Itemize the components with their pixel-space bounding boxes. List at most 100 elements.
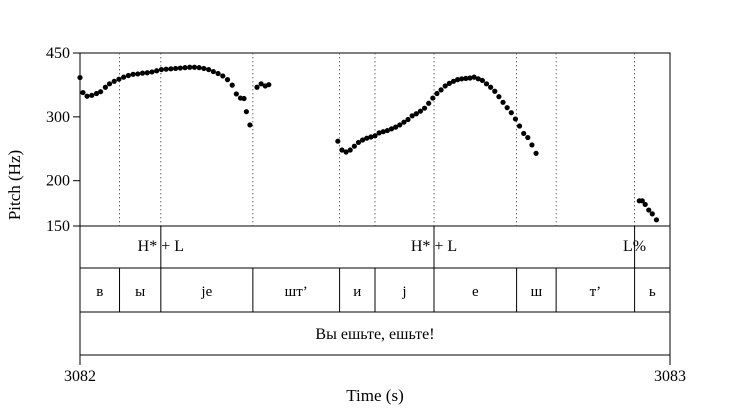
pitch-point [405, 116, 411, 123]
pitch-point [154, 68, 160, 74]
pitch-point [368, 134, 374, 140]
pitch-point [168, 66, 174, 72]
pitch-point [177, 65, 183, 71]
pitch-point [106, 81, 113, 87]
pitch-points [77, 64, 660, 223]
pitch-point [139, 70, 146, 76]
pitch-point [409, 113, 415, 119]
y-tick-label: 150 [46, 218, 70, 235]
pitch-point [351, 143, 357, 149]
pitch-point [355, 139, 362, 146]
pitch-point [512, 116, 519, 122]
pitch-point [158, 66, 165, 73]
pitch-point [426, 100, 432, 106]
pitch-point [471, 74, 477, 80]
segment-label: ь [649, 284, 656, 300]
pitch-point [434, 90, 440, 97]
pitch-point [125, 72, 131, 79]
pitch-point [504, 105, 510, 111]
pitch-point [243, 109, 249, 115]
pitch-point [144, 70, 150, 76]
pitch-point [149, 69, 155, 75]
annotation-tiers: H* + L H* + L L%в ы je шт’ и j е ш т’ ьВы ешьте, еш… [96, 226, 656, 343]
pitch-point [266, 82, 272, 88]
pitch-point [201, 65, 207, 72]
pitch-point [463, 75, 469, 81]
pitch-point [525, 134, 531, 141]
segment-label: ы [135, 284, 145, 300]
pitch-point [479, 77, 485, 84]
pitch-point [642, 201, 648, 208]
segment-label: е [472, 284, 479, 300]
pitch-point [508, 110, 514, 116]
pitch-point [335, 138, 341, 144]
pitch-point [492, 88, 498, 94]
pitch-point [84, 93, 90, 99]
pitch-point [241, 95, 247, 102]
pitch-point [376, 130, 382, 136]
pitch-point [89, 92, 95, 98]
pitch-point [102, 84, 108, 90]
pitch-point [77, 74, 83, 81]
pitch-point [521, 130, 527, 137]
pitch-point [446, 80, 452, 86]
pitch-point [206, 66, 212, 73]
pitch-point [483, 81, 490, 87]
pitch-point [163, 66, 169, 72]
pitch-point [130, 71, 136, 77]
pitch-point [229, 82, 235, 88]
pitch-point [111, 78, 117, 84]
pitch-point [467, 75, 473, 81]
pitch-point [220, 73, 226, 79]
pitch-point [533, 150, 539, 156]
y-axis-ticks: 450 300 200 150 [46, 45, 80, 235]
segment-label: т’ [590, 284, 602, 300]
segment-label: ш [531, 284, 543, 300]
y-tick-label: 200 [46, 173, 70, 190]
pitch-point [254, 84, 260, 90]
pitch-point [80, 89, 86, 96]
boundary-lines [119, 53, 635, 226]
segment-label: шт’ [285, 284, 308, 300]
pitch-point [401, 119, 407, 125]
pitch-point [388, 126, 395, 132]
pitch-point [516, 123, 523, 129]
pitch-point [98, 89, 104, 95]
pitch-point [210, 68, 216, 75]
pitch-point [455, 77, 461, 83]
pitch-point [172, 65, 179, 72]
x-start-label: 3082 [64, 368, 96, 385]
pitch-point [639, 198, 645, 204]
pitch-point [215, 70, 221, 77]
pitch-point [372, 133, 378, 139]
x-axis-title: Time (s) [346, 386, 403, 405]
pitch-point [442, 83, 448, 89]
y-axis-title: Pitch (Hz) [5, 150, 24, 220]
pitch-point [529, 142, 535, 148]
pitch-point [488, 84, 494, 90]
pitch-point [384, 127, 390, 134]
pitch-point [93, 90, 100, 97]
pitch-point [430, 95, 436, 101]
segment-label: и [353, 284, 361, 300]
tone-label: H* + L [411, 238, 457, 255]
pitch-point [653, 217, 660, 223]
pitch-point [496, 94, 502, 100]
pitch-point [413, 111, 419, 117]
pitch-point [347, 147, 353, 153]
pitch-point [191, 64, 198, 70]
x-end-label: 3083 [654, 368, 686, 385]
utterance-label: Вы ешьте, ешьте! [315, 326, 434, 343]
y-tick-label: 300 [46, 109, 70, 126]
pitch-point [360, 137, 366, 143]
pitch-point [258, 81, 264, 87]
pitch-point [196, 65, 202, 71]
pitch-point [450, 78, 457, 84]
pitch-point [475, 76, 481, 82]
pitch-point [182, 65, 188, 71]
pitch-point [116, 76, 122, 82]
pitch-point [233, 91, 239, 97]
pitch-point [646, 207, 652, 213]
pitch-point [417, 108, 424, 114]
